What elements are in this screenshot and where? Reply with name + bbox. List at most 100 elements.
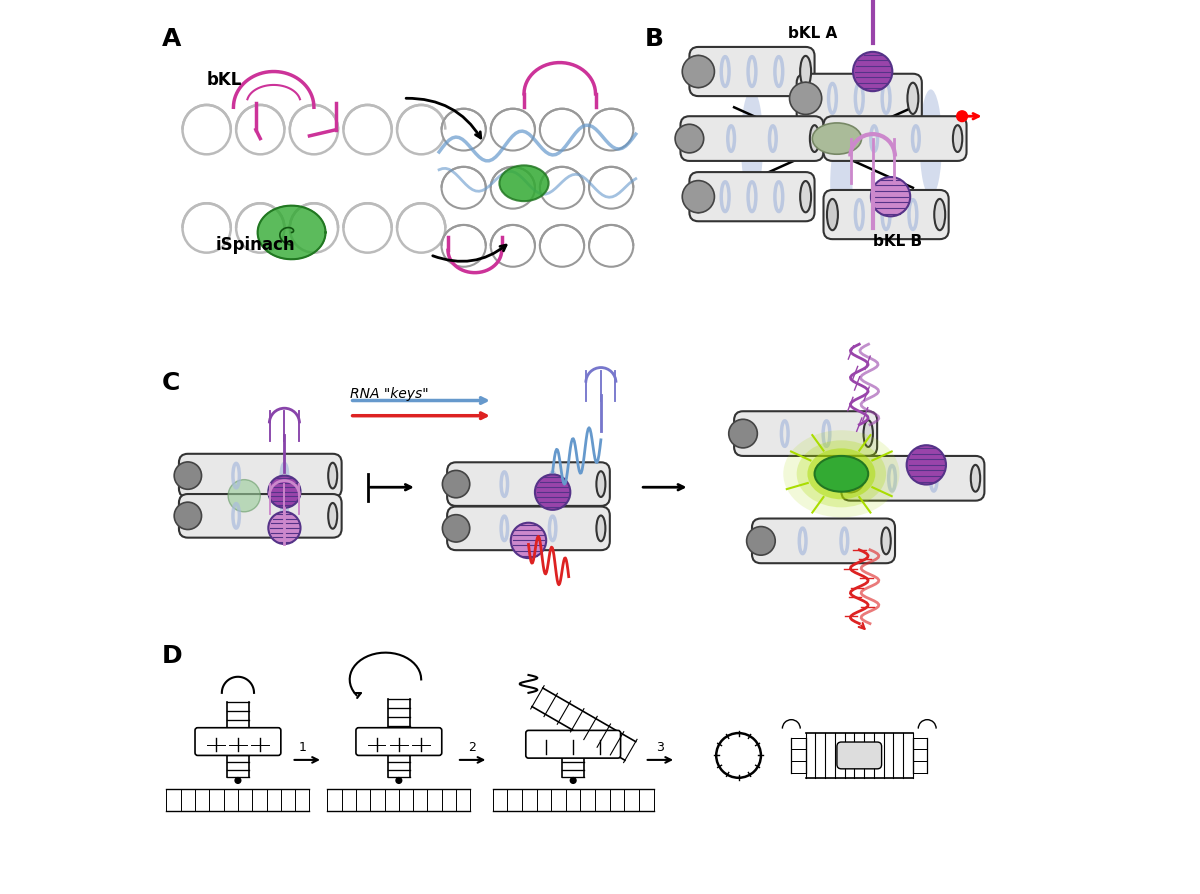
Ellipse shape	[442, 225, 486, 266]
FancyBboxPatch shape	[526, 730, 620, 758]
Circle shape	[234, 777, 241, 784]
Polygon shape	[258, 206, 325, 259]
Text: iSpinach: iSpinach	[216, 236, 295, 254]
Ellipse shape	[511, 523, 546, 558]
Ellipse shape	[596, 516, 605, 541]
Ellipse shape	[442, 167, 486, 208]
Circle shape	[443, 515, 469, 542]
Ellipse shape	[827, 199, 838, 230]
Ellipse shape	[236, 203, 284, 253]
Ellipse shape	[953, 125, 962, 152]
Ellipse shape	[184, 463, 192, 488]
Text: 1: 1	[299, 741, 306, 754]
Ellipse shape	[343, 203, 391, 253]
FancyBboxPatch shape	[734, 411, 877, 456]
Ellipse shape	[499, 165, 548, 201]
Ellipse shape	[451, 516, 461, 541]
Circle shape	[174, 502, 202, 529]
Ellipse shape	[589, 167, 634, 208]
FancyBboxPatch shape	[797, 73, 922, 122]
Ellipse shape	[810, 125, 820, 152]
Ellipse shape	[442, 109, 486, 150]
Text: D: D	[162, 644, 182, 668]
Circle shape	[395, 777, 402, 784]
Ellipse shape	[540, 225, 584, 266]
Circle shape	[683, 55, 714, 88]
Ellipse shape	[535, 475, 570, 510]
Ellipse shape	[289, 203, 338, 253]
FancyBboxPatch shape	[356, 728, 442, 755]
Ellipse shape	[397, 105, 445, 155]
Ellipse shape	[784, 430, 900, 518]
Text: C: C	[162, 371, 180, 395]
Ellipse shape	[540, 167, 584, 208]
Ellipse shape	[328, 463, 337, 488]
Ellipse shape	[451, 471, 461, 497]
Text: 3: 3	[656, 741, 664, 754]
Ellipse shape	[269, 511, 300, 544]
Circle shape	[676, 124, 703, 153]
Ellipse shape	[853, 52, 893, 91]
Ellipse shape	[756, 527, 766, 554]
Ellipse shape	[491, 167, 535, 208]
Ellipse shape	[289, 105, 338, 155]
Circle shape	[746, 527, 775, 555]
Circle shape	[443, 470, 469, 498]
Ellipse shape	[864, 420, 872, 447]
Ellipse shape	[184, 503, 192, 528]
Text: bKL: bKL	[206, 71, 242, 89]
Ellipse shape	[830, 134, 852, 232]
Ellipse shape	[692, 181, 704, 212]
Ellipse shape	[228, 479, 260, 511]
Ellipse shape	[589, 225, 634, 266]
Circle shape	[728, 419, 757, 448]
Text: B: B	[644, 27, 664, 51]
Ellipse shape	[491, 225, 535, 266]
Ellipse shape	[738, 420, 748, 447]
FancyBboxPatch shape	[823, 116, 966, 161]
FancyBboxPatch shape	[690, 46, 815, 96]
Ellipse shape	[685, 125, 694, 152]
FancyBboxPatch shape	[823, 190, 949, 239]
Ellipse shape	[935, 199, 946, 230]
Circle shape	[570, 777, 577, 784]
Circle shape	[790, 82, 822, 114]
Ellipse shape	[589, 109, 634, 150]
FancyBboxPatch shape	[196, 728, 281, 755]
Ellipse shape	[797, 440, 886, 508]
FancyBboxPatch shape	[836, 742, 882, 769]
Ellipse shape	[182, 105, 230, 155]
Text: RNA "keys": RNA "keys"	[349, 387, 428, 401]
Ellipse shape	[907, 83, 918, 114]
Ellipse shape	[343, 105, 391, 155]
Circle shape	[956, 111, 967, 122]
Ellipse shape	[397, 203, 445, 253]
Ellipse shape	[596, 471, 605, 497]
Text: bKL B: bKL B	[872, 234, 922, 249]
Ellipse shape	[800, 55, 811, 88]
Ellipse shape	[491, 109, 535, 150]
FancyBboxPatch shape	[752, 519, 895, 563]
Ellipse shape	[846, 465, 856, 492]
FancyBboxPatch shape	[448, 507, 610, 550]
Ellipse shape	[871, 177, 911, 216]
Ellipse shape	[800, 83, 811, 114]
Ellipse shape	[907, 445, 946, 485]
Ellipse shape	[692, 55, 704, 88]
Text: 2: 2	[468, 741, 476, 754]
Ellipse shape	[881, 527, 890, 554]
FancyBboxPatch shape	[448, 462, 610, 506]
Ellipse shape	[971, 465, 980, 492]
FancyBboxPatch shape	[680, 116, 823, 161]
Circle shape	[174, 462, 202, 489]
Text: A: A	[162, 27, 181, 51]
Ellipse shape	[182, 203, 230, 253]
Ellipse shape	[828, 125, 838, 152]
Ellipse shape	[808, 449, 875, 499]
Ellipse shape	[328, 503, 337, 528]
Ellipse shape	[800, 181, 811, 212]
Circle shape	[836, 464, 865, 493]
Ellipse shape	[740, 89, 763, 197]
FancyBboxPatch shape	[690, 172, 815, 222]
Ellipse shape	[815, 456, 869, 492]
